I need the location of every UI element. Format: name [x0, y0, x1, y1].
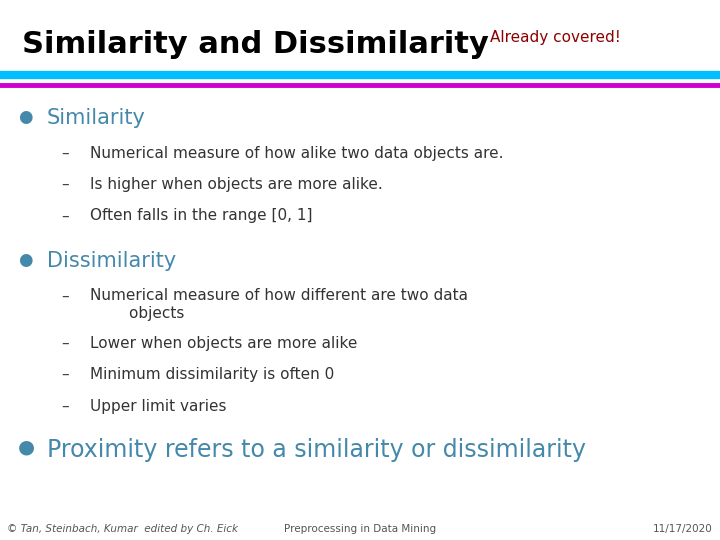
Text: –: – — [61, 367, 69, 382]
Text: Often falls in the range [0, 1]: Often falls in the range [0, 1] — [90, 208, 312, 224]
Text: Numerical measure of how alike two data objects are.: Numerical measure of how alike two data … — [90, 146, 503, 161]
Text: ●: ● — [18, 251, 32, 268]
Text: Numerical measure of how different are two data
        objects: Numerical measure of how different are t… — [90, 288, 468, 321]
Text: Proximity refers to a similarity or dissimilarity: Proximity refers to a similarity or diss… — [47, 438, 586, 462]
Text: Is higher when objects are more alike.: Is higher when objects are more alike. — [90, 177, 383, 192]
Text: Preprocessing in Data Mining: Preprocessing in Data Mining — [284, 523, 436, 534]
Text: Already covered!: Already covered! — [490, 30, 621, 45]
Text: Similarity and Dissimilarity: Similarity and Dissimilarity — [22, 30, 488, 59]
Text: Minimum dissimilarity is often 0: Minimum dissimilarity is often 0 — [90, 367, 334, 382]
Text: 11/17/2020: 11/17/2020 — [653, 523, 713, 534]
Text: Dissimilarity: Dissimilarity — [47, 251, 176, 271]
Text: Lower when objects are more alike: Lower when objects are more alike — [90, 336, 357, 351]
Text: Similarity: Similarity — [47, 108, 145, 128]
Text: –: – — [61, 146, 69, 161]
Text: –: – — [61, 288, 69, 303]
Text: –: – — [61, 177, 69, 192]
Text: Upper limit varies: Upper limit varies — [90, 399, 227, 414]
Text: –: – — [61, 336, 69, 351]
Text: ●: ● — [18, 108, 32, 126]
Text: –: – — [61, 399, 69, 414]
Text: ●: ● — [18, 438, 35, 457]
Text: © Tan, Steinbach, Kumar  edited by Ch. Eick: © Tan, Steinbach, Kumar edited by Ch. Ei… — [7, 523, 238, 534]
Text: –: – — [61, 208, 69, 224]
